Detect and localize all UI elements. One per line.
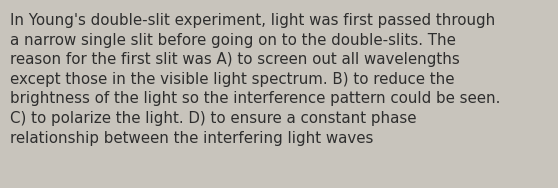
Text: In Young's double-slit experiment, light was first passed through
a narrow singl: In Young's double-slit experiment, light… (10, 13, 501, 146)
